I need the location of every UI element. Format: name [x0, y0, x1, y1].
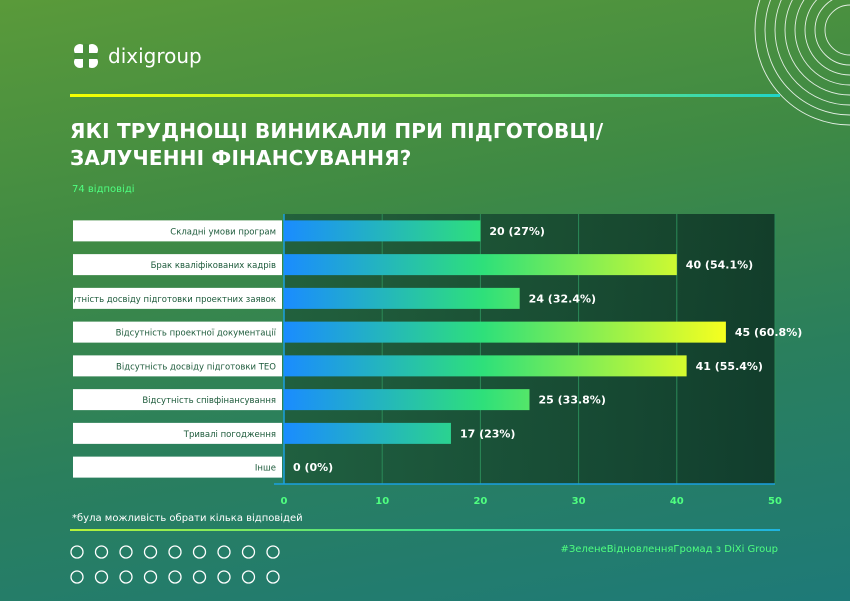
- category-label: Відсутність співфінансування: [142, 396, 276, 406]
- brand-name: dixigroup: [108, 44, 202, 68]
- category-label: Відсутність досвіду підготовки проектних…: [53, 295, 276, 305]
- decorative-dot: [143, 570, 158, 584]
- x-tick-label: 0: [281, 496, 288, 507]
- category-label-box: [73, 287, 282, 309]
- dixigroup-logo-icon: [74, 44, 98, 68]
- data-label: 20 (27%): [489, 225, 545, 238]
- footnote: *була можливість обрати кілька відповіде…: [72, 513, 303, 524]
- decorative-dot: [94, 545, 109, 559]
- bar: [284, 220, 481, 242]
- category-label: Брак кваліфікованих кадрів: [151, 261, 276, 271]
- decorative-dot: [119, 545, 133, 559]
- category-label-box: [73, 355, 282, 377]
- x-tick-label: 10: [375, 496, 389, 507]
- x-tick-label: 30: [572, 496, 586, 507]
- bar: [284, 287, 520, 309]
- category-label: Відсутність досвіду підготовки ТЕО: [116, 362, 276, 372]
- category-label: Інше: [255, 464, 276, 474]
- decorative-dot: [168, 570, 182, 584]
- top-divider: [70, 94, 780, 97]
- x-tick-label: 50: [768, 496, 782, 507]
- bar: [284, 321, 726, 343]
- data-label: 0 (0%): [293, 461, 333, 474]
- data-label: 25 (33.8%): [539, 394, 606, 407]
- data-label: 41 (55.4%): [696, 360, 763, 373]
- category-label-box: [73, 389, 282, 411]
- bar: [284, 254, 677, 276]
- data-label: 45 (60.8%): [735, 326, 802, 339]
- category-label-box: [73, 220, 282, 242]
- decorative-dot: [143, 545, 158, 559]
- x-tick-label: 40: [670, 496, 684, 507]
- data-label: 24 (32.4%): [529, 292, 596, 305]
- bottom-divider: [70, 529, 780, 531]
- category-label-box: [73, 456, 282, 478]
- category-label: Відсутність проектної документації: [116, 329, 277, 339]
- data-label: 40 (54.1%): [686, 259, 753, 272]
- decorative-dots-icon: [70, 545, 280, 584]
- category-label: Тривалі погодження: [183, 430, 276, 440]
- category-label-box: [73, 321, 282, 343]
- x-tick-label: 20: [473, 496, 487, 507]
- decorative-dot: [119, 570, 133, 584]
- chart-title: ЯКІ ТРУДНОЩІ ВИНИКАЛИ ПРИ ПІДГОТОВЦІ/ЗАЛ…: [70, 119, 604, 170]
- decorative-dot: [217, 570, 231, 584]
- category-label-box: [73, 254, 282, 276]
- decorative-dot: [94, 570, 109, 584]
- decorative-dot: [70, 570, 84, 584]
- decorative-dot: [192, 545, 207, 559]
- bar: [284, 355, 687, 377]
- brand-logo: dixigroup: [70, 40, 202, 72]
- category-label: Складні умови програм: [170, 227, 276, 237]
- decorative-dot: [192, 570, 207, 584]
- decorative-rings-icon: [754, 0, 850, 126]
- decorative-dot: [168, 545, 182, 559]
- hashtag: #ЗеленеВідновленняГромад з DiXi Group: [560, 544, 778, 555]
- category-label-box: [73, 422, 282, 444]
- data-label: 17 (23%): [460, 427, 516, 440]
- response-count: 74 відповіді: [72, 184, 135, 195]
- decorative-dot: [241, 570, 256, 584]
- bar: [284, 422, 451, 444]
- decorative-dot: [266, 570, 280, 584]
- decorative-dot: [70, 545, 84, 559]
- decorative-dot: [217, 545, 231, 559]
- decorative-dot: [266, 545, 280, 559]
- bar: [284, 389, 530, 411]
- decorative-dot: [241, 545, 256, 559]
